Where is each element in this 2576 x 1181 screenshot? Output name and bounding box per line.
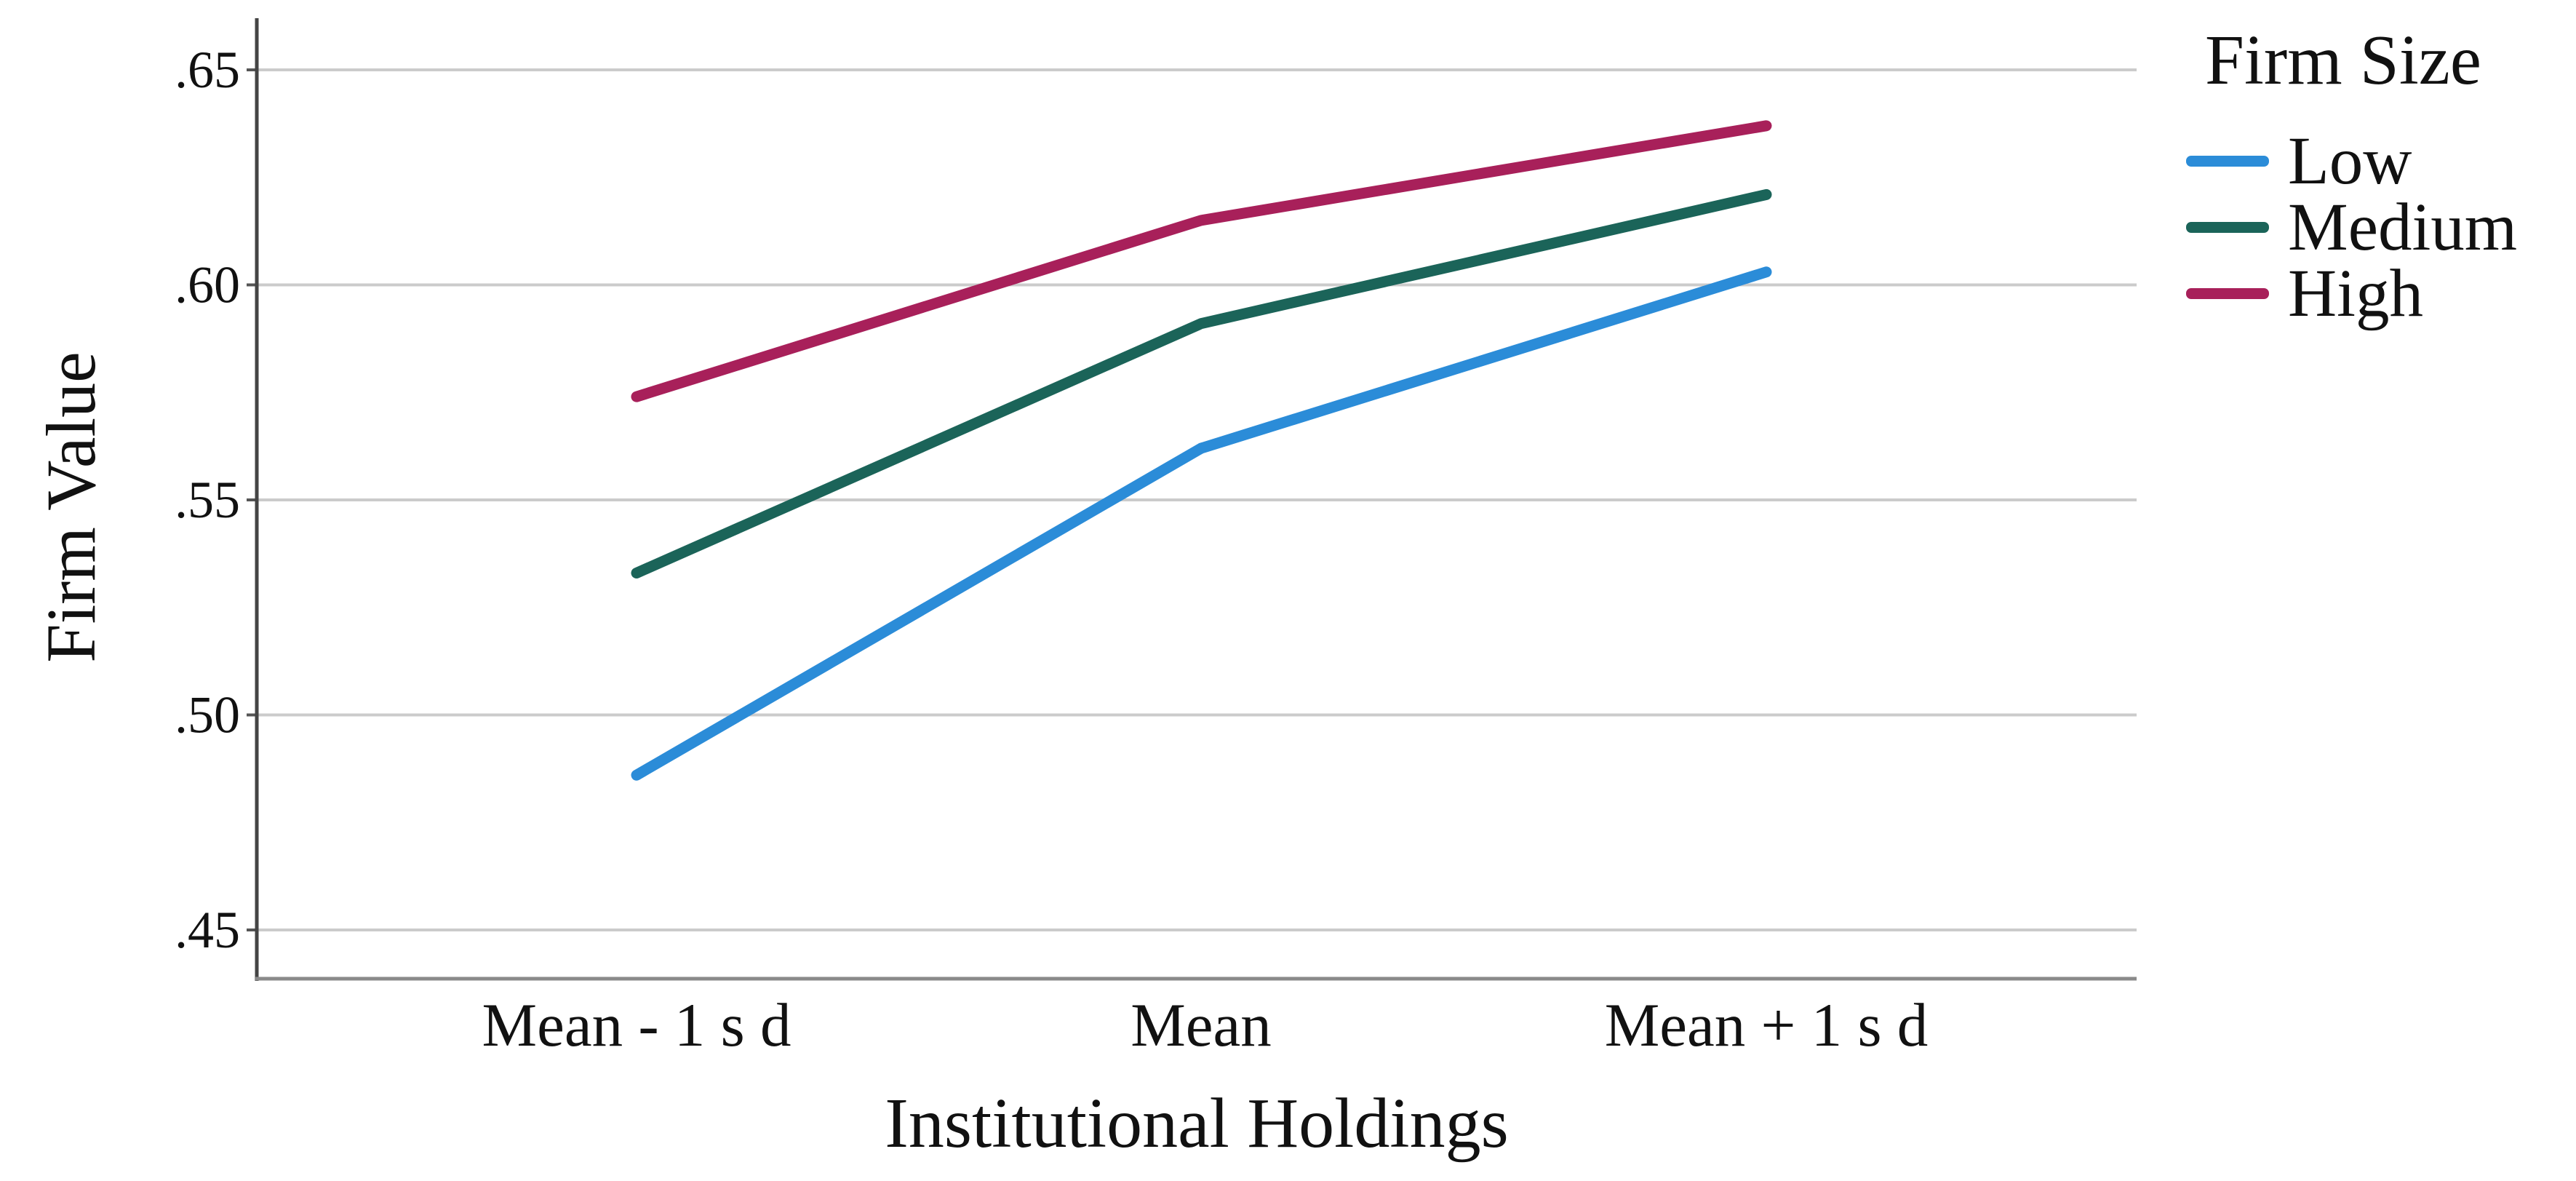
y-tick-label: .65	[175, 41, 240, 99]
legend-item-high: High	[2186, 256, 2517, 331]
legend-label-medium: Medium	[2288, 190, 2518, 265]
y-tick-label: .50	[175, 686, 240, 744]
legend-item-medium: Medium	[2186, 190, 2517, 265]
series-line-medium	[631, 188, 1772, 578]
legend-items: Low Medium High	[2186, 124, 2517, 331]
legend-label-high: High	[2288, 256, 2423, 331]
y-tick-label: .60	[175, 256, 240, 314]
legend-title: Firm Size	[2205, 21, 2481, 99]
y-tick-label: .45	[175, 901, 240, 959]
series-line-high	[631, 120, 1772, 402]
legend-swatch-medium	[2186, 222, 2269, 233]
legend-item-low: Low	[2186, 124, 2517, 199]
legend-label-low: Low	[2288, 124, 2412, 199]
legend: Firm Size Low Medium High	[2186, 20, 2517, 331]
x-category-label: Mean - 1 s d	[482, 991, 791, 1059]
y-tick-label: .55	[175, 471, 240, 529]
series-line-low	[631, 266, 1772, 781]
x-category-label: Mean + 1 s d	[1605, 991, 1929, 1059]
legend-swatch-high	[2186, 288, 2269, 299]
legend-swatch-low	[2186, 156, 2269, 167]
y-axis-title: Firm Value	[32, 351, 110, 663]
x-axis-title: Institutional Holdings	[885, 1084, 1509, 1163]
x-category-label: Mean	[1131, 991, 1272, 1059]
